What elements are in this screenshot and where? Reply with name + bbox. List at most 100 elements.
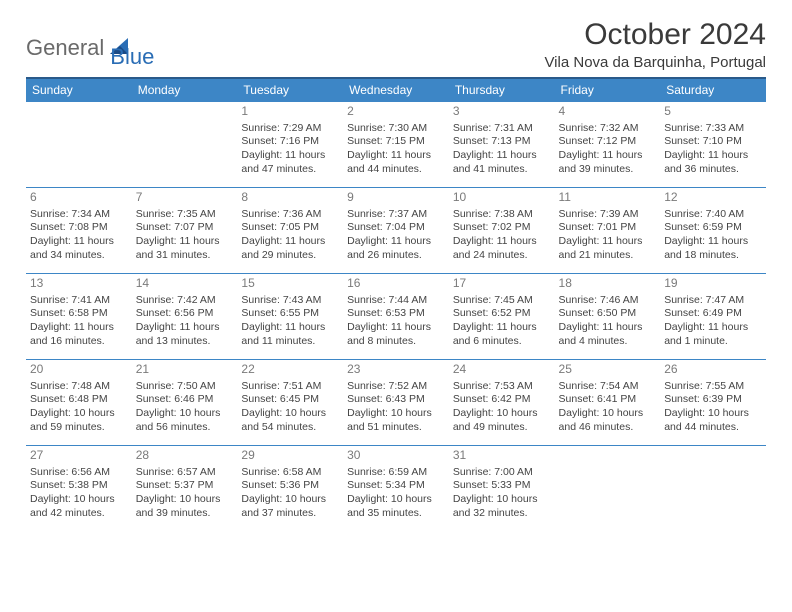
calendar-cell: 23Sunrise: 7:52 AMSunset: 6:43 PMDayligh… [343, 360, 449, 446]
sunrise-line: Sunrise: 7:51 AM [241, 380, 339, 394]
daylight-line: Daylight: 11 hours and 47 minutes. [241, 149, 339, 176]
calendar-cell: 17Sunrise: 7:45 AMSunset: 6:52 PMDayligh… [449, 274, 555, 360]
day-header: Thursday [449, 78, 555, 102]
calendar-cell: 29 Sunrise: 6:58 AMSunset: 5:36 PMDayligh… [237, 446, 343, 532]
calendar-cell: 9Sunrise: 7:37 AMSunset: 7:04 PMDaylight… [343, 188, 449, 274]
calendar-cell: 1 Sunrise: 7:29 AMSunset: 7:16 PMDaylight… [237, 102, 343, 188]
brand-part1: General [26, 35, 104, 61]
daylight-line: Daylight: 11 hours and 29 minutes. [241, 235, 339, 262]
brand-part2: Blue [110, 26, 154, 70]
calendar-row: 1Sunrise: 7:29 AMSunset: 7:16 PMDaylight… [26, 102, 766, 188]
daylight-line: Daylight: 10 hours and 32 minutes. [453, 493, 551, 520]
daylight-line: Daylight: 11 hours and 36 minutes. [664, 149, 762, 176]
sunset-line: Sunset: 7:02 PM [453, 221, 551, 235]
day-number: 5 [664, 104, 762, 120]
day-number: 24 [453, 362, 551, 378]
sunset-line: Sunset: 7:04 PM [347, 221, 445, 235]
sunset-line: Sunset: 6:59 PM [664, 221, 762, 235]
sunrise-line: Sunrise: 7:39 AM [559, 208, 657, 222]
sunset-line: Sunset: 7:15 PM [347, 135, 445, 149]
sunset-line: Sunset: 5:36 PM [241, 479, 339, 493]
calendar-cell: 20 Sunrise: 7:48 AMSunset: 6:48 PMDayligh… [26, 360, 132, 446]
daylight-line: Daylight: 11 hours and 6 minutes. [453, 321, 551, 348]
daylight-line: Daylight: 10 hours and 44 minutes. [664, 407, 762, 434]
day-number: 27 [30, 448, 128, 464]
sunset-line: Sunset: 7:16 PM [241, 135, 339, 149]
sunrise-line: Sunrise: 7:35 AM [136, 208, 234, 222]
sunrise-line: Sunrise: 7:43 AM [241, 294, 339, 308]
title-block: October 2024 Vila Nova da Barquinha, Por… [544, 18, 766, 71]
month-title: October 2024 [544, 18, 766, 52]
sunset-line: Sunset: 6:46 PM [136, 393, 234, 407]
sunset-line: Sunset: 6:49 PM [664, 307, 762, 321]
sunrise-line: Sunrise: 7:36 AM [241, 208, 339, 222]
sunrise-line: Sunrise: 7:38 AM [453, 208, 551, 222]
daylight-line: Daylight: 11 hours and 24 minutes. [453, 235, 551, 262]
sunrise-line: Sunrise: 7:48 AM [30, 380, 128, 394]
day-number: 3 [453, 104, 551, 120]
day-header: Sunday [26, 78, 132, 102]
daylight-line: Daylight: 10 hours and 37 minutes. [241, 493, 339, 520]
sunrise-line: Sunrise: 7:30 AM [347, 122, 445, 136]
brand-logo: General Blue [26, 18, 154, 70]
location: Vila Nova da Barquinha, Portugal [544, 54, 766, 71]
sunrise-line: Sunrise: 7:33 AM [664, 122, 762, 136]
day-number: 18 [559, 276, 657, 292]
daylight-line: Daylight: 10 hours and 49 minutes. [453, 407, 551, 434]
day-number: 31 [453, 448, 551, 464]
sunset-line: Sunset: 6:52 PM [453, 307, 551, 321]
calendar-cell: 14Sunrise: 7:42 AMSunset: 6:56 PMDayligh… [132, 274, 238, 360]
sunrise-line: Sunrise: 7:52 AM [347, 380, 445, 394]
day-number: 1 [241, 104, 339, 120]
calendar-cell: 7Sunrise: 7:35 AMSunset: 7:07 PMDaylight… [132, 188, 238, 274]
calendar-cell: 3Sunrise: 7:31 AMSunset: 7:13 PMDaylight… [449, 102, 555, 188]
day-number: 13 [30, 276, 128, 292]
day-number: 30 [347, 448, 445, 464]
daylight-line: Daylight: 11 hours and 44 minutes. [347, 149, 445, 176]
calendar-cell: 25Sunrise: 7:54 AMSunset: 6:41 PMDayligh… [555, 360, 661, 446]
sunset-line: Sunset: 6:42 PM [453, 393, 551, 407]
sunrise-line: Sunrise: 7:37 AM [347, 208, 445, 222]
sunset-line: Sunset: 6:43 PM [347, 393, 445, 407]
sunrise-line: Sunrise: 6:59 AM [347, 466, 445, 480]
day-header: Wednesday [343, 78, 449, 102]
calendar-row: 13Sunrise: 7:41 AMSunset: 6:58 PMDayligh… [26, 274, 766, 360]
sunrise-line: Sunrise: 7:50 AM [136, 380, 234, 394]
day-number: 20 [30, 362, 128, 378]
sunset-line: Sunset: 6:50 PM [559, 307, 657, 321]
sunset-line: Sunset: 6:53 PM [347, 307, 445, 321]
calendar-cell: 15Sunrise: 7:43 AMSunset: 6:55 PMDayligh… [237, 274, 343, 360]
daylight-line: Daylight: 10 hours and 54 minutes. [241, 407, 339, 434]
daylight-line: Daylight: 11 hours and 16 minutes. [30, 321, 128, 348]
sunset-line: Sunset: 6:48 PM [30, 393, 128, 407]
daylight-line: Daylight: 10 hours and 59 minutes. [30, 407, 128, 434]
daylight-line: Daylight: 11 hours and 18 minutes. [664, 235, 762, 262]
day-number: 16 [347, 276, 445, 292]
calendar-cell-empty [132, 102, 238, 188]
calendar-cell: 31Sunrise: 7:00 AMSunset: 5:33 PMDayligh… [449, 446, 555, 532]
calendar-row: 20Sunrise: 7:48 AMSunset: 6:48 PMDayligh… [26, 360, 766, 446]
sunrise-line: Sunrise: 7:32 AM [559, 122, 657, 136]
sunrise-line: Sunrise: 7:29 AM [241, 122, 339, 136]
sunrise-line: Sunrise: 7:00 AM [453, 466, 551, 480]
sunrise-line: Sunrise: 7:40 AM [664, 208, 762, 222]
sunset-line: Sunset: 7:12 PM [559, 135, 657, 149]
daylight-line: Daylight: 11 hours and 4 minutes. [559, 321, 657, 348]
calendar-cell: 21Sunrise: 7:50 AMSunset: 6:46 PMDayligh… [132, 360, 238, 446]
sunrise-line: Sunrise: 7:41 AM [30, 294, 128, 308]
day-header: Saturday [660, 78, 766, 102]
sunrise-line: Sunrise: 6:58 AM [241, 466, 339, 480]
sunrise-line: Sunrise: 7:47 AM [664, 294, 762, 308]
calendar-cell: 12Sunrise: 7:40 AMSunset: 6:59 PMDayligh… [660, 188, 766, 274]
daylight-line: Daylight: 10 hours and 56 minutes. [136, 407, 234, 434]
day-number: 29 [241, 448, 339, 464]
calendar-cell: 11Sunrise: 7:39 AMSunset: 7:01 PMDayligh… [555, 188, 661, 274]
day-number: 2 [347, 104, 445, 120]
daylight-line: Daylight: 11 hours and 8 minutes. [347, 321, 445, 348]
calendar-cell-empty [26, 102, 132, 188]
daylight-line: Daylight: 11 hours and 26 minutes. [347, 235, 445, 262]
sunrise-line: Sunrise: 6:56 AM [30, 466, 128, 480]
daylight-line: Daylight: 10 hours and 51 minutes. [347, 407, 445, 434]
sunrise-line: Sunrise: 7:54 AM [559, 380, 657, 394]
calendar-head: SundayMondayTuesdayWednesdayThursdayFrid… [26, 78, 766, 102]
